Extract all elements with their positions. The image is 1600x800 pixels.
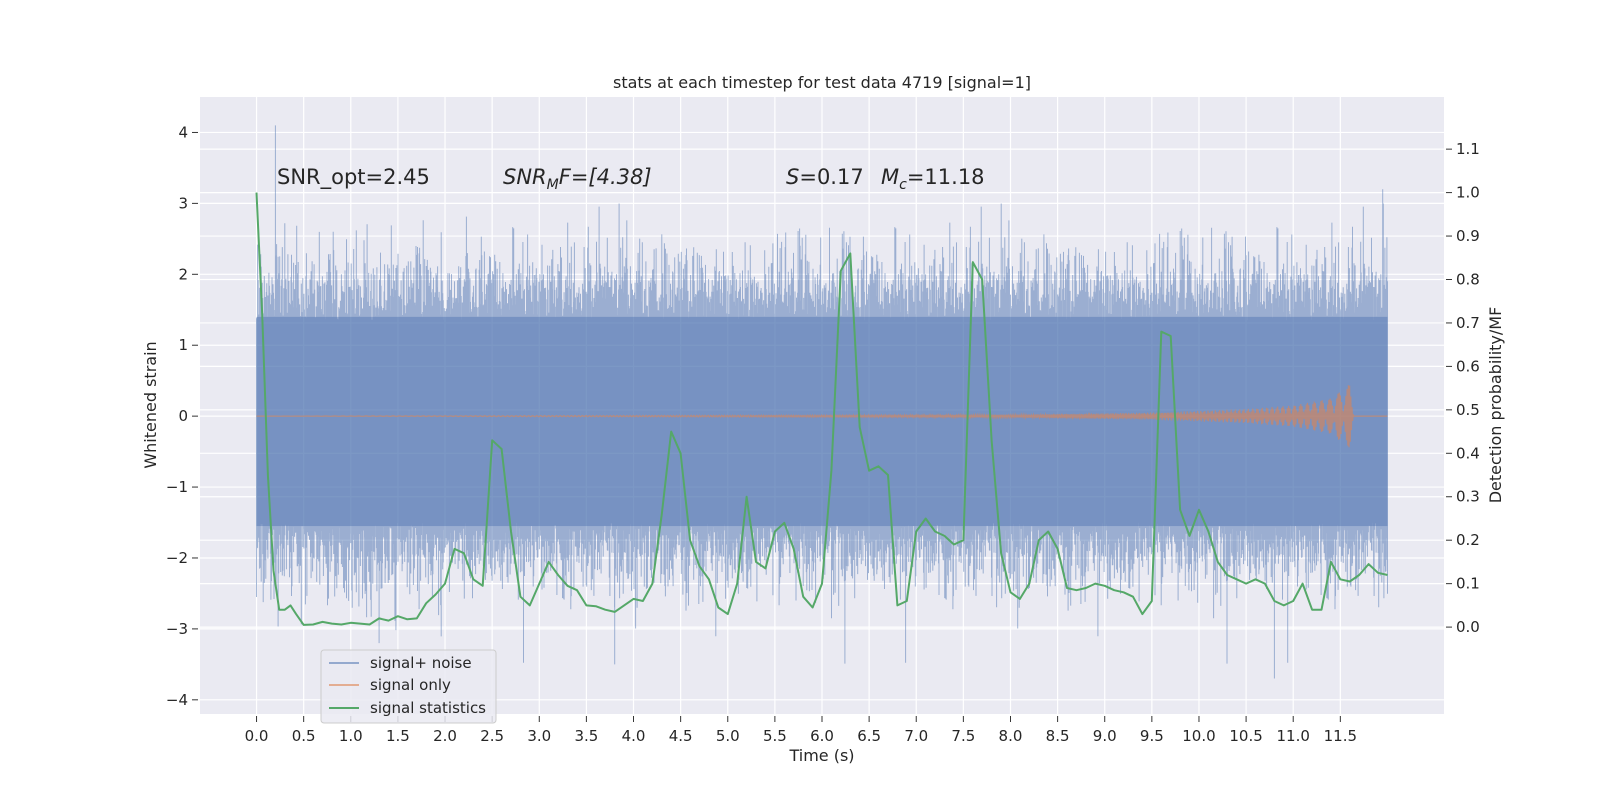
x-tick-label: 8.0 <box>999 727 1023 745</box>
stats-series <box>255 192 1388 626</box>
y-right-tick-label: 0.6 <box>1456 357 1480 375</box>
snr-opt-annotation: SNR_opt=2.45 <box>277 165 430 190</box>
legend: signal+ noise signal only signal statist… <box>320 649 497 724</box>
x-tick-label: 8.5 <box>1046 727 1070 745</box>
snr-mf-annotation: SNRMF=[4.38] <box>503 165 652 193</box>
x-tick-label: 6.0 <box>810 727 834 745</box>
x-tick-label: 7.5 <box>951 727 975 745</box>
y-right-tick-label: 1.1 <box>1456 140 1480 158</box>
mc-subscript: c <box>899 177 907 193</box>
snr-mf-value: F=[4.38] <box>559 165 652 189</box>
x-tick-label: 7.0 <box>904 727 928 745</box>
y-axis-right-label: Detection probability/MF <box>1486 307 1505 504</box>
x-tick-label: 1.5 <box>386 727 410 745</box>
annotations: SNR_opt=2.45 SNRMF=[4.38] S=0.17 Mc=11.1… <box>277 165 985 193</box>
mc-annotation: Mc=11.18 <box>881 165 985 193</box>
y-left-tick-label: −4 <box>166 691 188 709</box>
y-axis-left-ticks: 4 3 2 1 0 −1 −2 −3 −4 <box>166 123 198 709</box>
mc-value: =11.18 <box>907 165 985 189</box>
x-tick-label: 4.5 <box>669 727 693 745</box>
x-tick-label: 2.0 <box>433 727 457 745</box>
y-left-tick-label: 0 <box>178 407 188 425</box>
y-right-tick-label: 0.1 <box>1456 575 1480 593</box>
x-tick-label: 9.0 <box>1093 727 1117 745</box>
plot-clip <box>255 125 1388 679</box>
y-right-tick-label: 1.0 <box>1456 184 1480 202</box>
y-left-tick-label: 1 <box>178 336 188 354</box>
y-left-tick-label: −3 <box>166 620 188 638</box>
y-right-tick-label: 0.8 <box>1456 270 1480 288</box>
stats-line <box>255 192 1388 626</box>
y-left-tick-label: −1 <box>166 478 188 496</box>
legend-label-noise: signal+ noise <box>370 654 472 672</box>
y-right-tick-label: 0.9 <box>1456 227 1480 245</box>
x-tick-label: 10.0 <box>1182 727 1215 745</box>
y-right-tick-label: 0.5 <box>1456 401 1480 419</box>
x-tick-label: 3.0 <box>527 727 551 745</box>
x-axis-ticks: 0.0 0.5 1.0 1.5 2.0 2.5 3.0 3.5 4.0 4.5 5.0 5.5 6.0 6… <box>245 716 1357 745</box>
noise-core-band <box>256 316 1388 527</box>
y-left-tick-label: 3 <box>178 194 188 212</box>
s-annotation: S=0.17 <box>786 165 864 189</box>
legend-label-stats: signal statistics <box>370 699 486 717</box>
x-tick-label: 10.5 <box>1229 727 1262 745</box>
y-right-tick-label: 0.7 <box>1456 314 1480 332</box>
x-axis-label: Time (s) <box>788 746 854 765</box>
y-right-tick-label: 0.3 <box>1456 488 1480 506</box>
signal-only-trace <box>256 385 1355 448</box>
signal-series <box>256 385 1388 448</box>
x-tick-label: 11.5 <box>1324 727 1357 745</box>
x-tick-label: 2.5 <box>480 727 504 745</box>
x-tick-label: 5.5 <box>763 727 787 745</box>
y-axis-left-label: Whitened strain <box>141 341 160 468</box>
mc-symbol: M <box>881 165 899 189</box>
x-tick-label: 0.5 <box>292 727 316 745</box>
legend-label-signal: signal only <box>370 676 451 694</box>
y-right-tick-label: 0.2 <box>1456 531 1480 549</box>
y-right-tick-label: 0.0 <box>1456 618 1480 636</box>
x-tick-label: 0.0 <box>245 727 269 745</box>
x-tick-label: 11.0 <box>1277 727 1310 745</box>
x-tick-label: 3.5 <box>574 727 598 745</box>
y-left-tick-label: −2 <box>166 549 188 567</box>
legend-box <box>320 649 497 724</box>
snr-mf-main: SNR <box>503 165 547 189</box>
snr-mf-subscript: M <box>547 177 559 193</box>
x-tick-label: 5.0 <box>716 727 740 745</box>
x-tick-label: 9.5 <box>1140 727 1164 745</box>
s-value: =0.17 <box>799 165 863 189</box>
x-tick-label: 4.0 <box>622 727 646 745</box>
y-left-tick-label: 2 <box>178 265 188 283</box>
x-tick-label: 1.0 <box>339 727 363 745</box>
s-symbol: S <box>786 165 799 189</box>
y-axis-right-ticks: 1.1 1.0 0.9 0.8 0.7 0.6 0.5 0.4 0.3 0.2 0.1 0.0 <box>1446 140 1480 636</box>
x-tick-label: 6.5 <box>857 727 881 745</box>
y-left-tick-label: 4 <box>178 123 188 141</box>
noise-series <box>256 125 1388 679</box>
y-right-tick-label: 0.4 <box>1456 444 1480 462</box>
chart-title: stats at each timestep for test data 471… <box>613 73 1031 92</box>
